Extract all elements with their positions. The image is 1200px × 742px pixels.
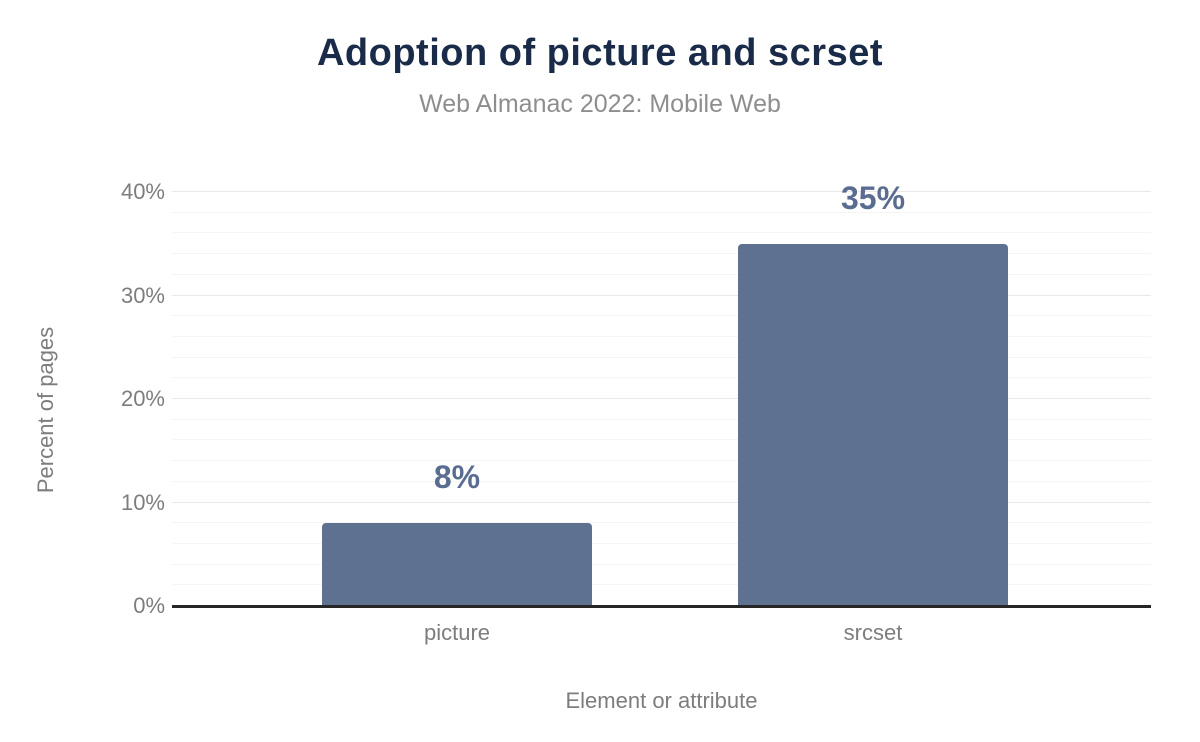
minor-gridline: [172, 563, 1151, 565]
x-axis-line: [172, 605, 1151, 608]
minor-gridline: [172, 232, 1151, 234]
x-axis-category-labels: picture srcset: [172, 619, 1151, 649]
minor-gridline: [172, 460, 1151, 462]
minor-gridline: [172, 315, 1151, 317]
major-gridline: [172, 294, 1151, 296]
y-axis-ticks: 0% 10% 20% 30% 40%: [83, 179, 165, 618]
chart-title: Adoption of picture and scrset: [316, 32, 884, 74]
minor-gridline: [172, 356, 1151, 358]
y-axis-title: Percent of pages: [33, 326, 58, 494]
minor-gridline: [172, 584, 1151, 586]
minor-gridline: [172, 253, 1151, 255]
y-tick-label: 30%: [120, 282, 165, 308]
value-label-picture: 8%: [433, 459, 481, 496]
value-label-srcset: 35%: [840, 179, 906, 216]
minor-gridline: [172, 377, 1151, 379]
y-tick-label: 10%: [120, 489, 165, 515]
x-category-label-picture: picture: [423, 620, 491, 645]
plot-area: 8% 35%: [172, 180, 1151, 606]
bar-srcset[interactable]: [738, 243, 1008, 606]
major-gridline: [172, 501, 1151, 503]
minor-gridline: [172, 480, 1151, 482]
minor-gridline: [172, 522, 1151, 524]
minor-gridline: [172, 542, 1151, 544]
x-axis-title: Element or attribute: [565, 688, 758, 713]
x-category-label-srcset: srcset: [843, 620, 903, 645]
y-tick-label: 40%: [120, 179, 165, 204]
minor-gridline: [172, 211, 1151, 213]
bar-picture[interactable]: [322, 523, 592, 606]
minor-gridline: [172, 273, 1151, 275]
minor-gridline: [172, 418, 1151, 420]
minor-gridline: [172, 439, 1151, 441]
y-tick-label: 20%: [120, 386, 165, 411]
major-gridline: [172, 191, 1151, 192]
minor-gridline: [172, 335, 1151, 337]
chart-subtitle: Web Almanac 2022: Mobile Web: [419, 90, 781, 118]
major-gridline: [172, 398, 1151, 399]
y-tick-label: 0%: [133, 593, 165, 618]
